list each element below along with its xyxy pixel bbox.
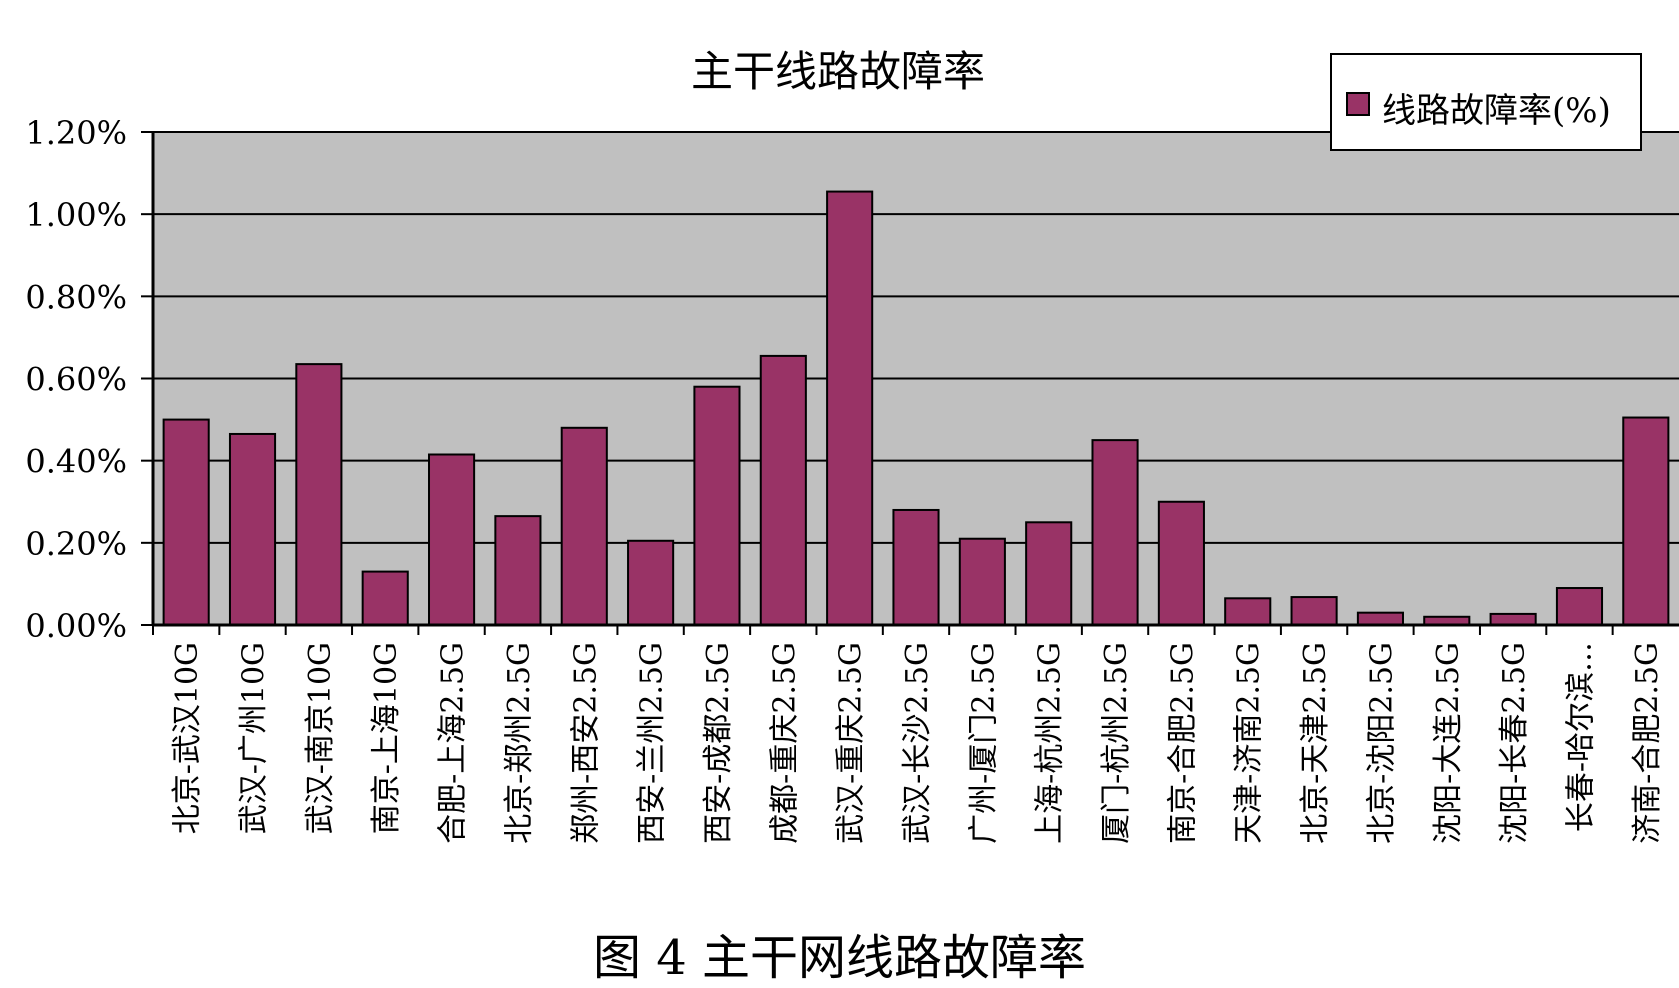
y-tick-label: 0.60% [25,361,127,399]
x-tick-label: 南京-上海10G [369,642,404,834]
x-tick-label: 武汉-重庆2.5G [834,642,869,844]
x-tick-label: 广州-厦门2.5G [966,642,1001,844]
bar [958,537,1006,626]
x-tick-label: 北京-天津2.5G [1298,642,1333,844]
bar [1224,597,1272,627]
y-tick-label: 0.40% [25,443,127,481]
x-tick-labels: 北京-武汉10G 武汉-广州10G 武汉-南京10G 南京-上海10G 合肥-上海2.5… [170,642,1665,844]
x-tick-label: 沈阳-长春2.5G [1497,642,1532,844]
x-tick-label: 沈阳-大连2.5G [1431,642,1466,844]
bar [627,539,675,627]
x-tick-label: 上海-杭州2.5G [1033,642,1068,844]
chart-title: 主干线路故障率 [691,47,985,96]
y-tick-label: 0.80% [25,278,127,316]
y-tick-label: 1.00% [25,196,127,234]
x-tick-label: 西安-兰州2.5G [635,642,670,844]
x-tick-label: 成都-重庆2.5G [767,642,802,844]
x-tick-label: 郑州-西安2.5G [568,642,603,844]
bar [428,453,476,627]
legend-label: 线路故障率(%) [1382,91,1611,131]
bar [1025,521,1073,627]
legend-swatch [1346,92,1370,116]
bar [1489,612,1537,626]
x-tick-label: 武汉-南京10G [303,642,338,834]
x-tick-label: 济南-合肥2.5G [1630,642,1665,844]
bar [1157,500,1205,626]
bars [162,190,1670,627]
x-tick-label: 北京-沈阳2.5G [1364,642,1399,844]
bar [693,385,741,627]
x-tick-label: 西安-成都2.5G [701,642,736,844]
bar [162,418,210,627]
bar [295,363,343,626]
figure-caption: 图 4 主干网线路故障率 [592,930,1087,986]
bar [560,426,608,626]
bar [494,515,542,626]
x-tick-label: 合肥-上海2.5G [436,642,471,844]
bar [892,508,940,627]
x-tick-label: 天津-济南2.5G [1232,642,1267,844]
x-tick-label: 南京-合肥2.5G [1165,642,1200,844]
bar [1091,439,1139,626]
bar [1555,587,1604,627]
bar [1356,611,1404,626]
bar [361,570,409,627]
y-tick-label: 1.20% [25,114,127,152]
bar [228,432,277,626]
x-tick-label: 北京-郑州2.5G [502,642,537,844]
x-tick-label: 北京-武汉10G [170,642,205,834]
x-tick-label: 厦门-杭州2.5G [1099,642,1134,844]
x-tick-label: 武汉-长沙2.5G [900,642,935,844]
bar [826,190,874,626]
bar [1290,596,1338,627]
bar [759,354,807,626]
x-tick-label: 武汉-广州10G [237,642,272,834]
axes [141,131,1679,635]
legend: 线路故障率(%) [1330,53,1642,151]
y-tick-label: 0.00% [25,607,127,645]
bar [1622,416,1670,627]
y-tick-labels: 0.00% 0.20% 0.40% 0.60% 0.80% 1.00% 1.20% [25,114,127,645]
y-tick-label: 0.20% [25,525,127,563]
x-tick-label: 长春-哈尔滨… [1563,642,1598,832]
